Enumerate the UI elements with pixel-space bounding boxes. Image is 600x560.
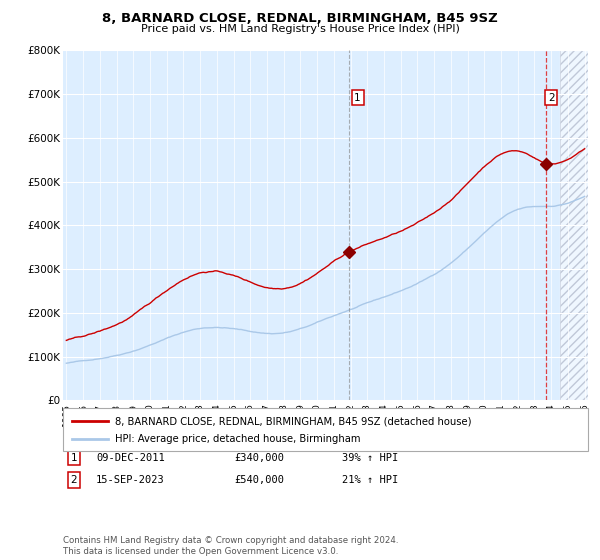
Text: 1: 1 [354, 92, 361, 102]
Bar [560, 50, 588, 400]
Bar [560, 50, 588, 400]
Text: Price paid vs. HM Land Registry's House Price Index (HPI): Price paid vs. HM Land Registry's House … [140, 24, 460, 34]
Text: Contains HM Land Registry data © Crown copyright and database right 2024.
This d: Contains HM Land Registry data © Crown c… [63, 536, 398, 556]
Text: 8, BARNARD CLOSE, REDNAL, BIRMINGHAM, B45 9SZ (detached house): 8, BARNARD CLOSE, REDNAL, BIRMINGHAM, B4… [115, 417, 472, 427]
Text: 2: 2 [70, 475, 77, 485]
Text: £540,000: £540,000 [234, 475, 284, 485]
Text: HPI: Average price, detached house, Birmingham: HPI: Average price, detached house, Birm… [115, 434, 361, 444]
Text: 39% ↑ HPI: 39% ↑ HPI [342, 452, 398, 463]
Text: 09-DEC-2011: 09-DEC-2011 [96, 452, 165, 463]
Text: £340,000: £340,000 [234, 452, 284, 463]
Text: 21% ↑ HPI: 21% ↑ HPI [342, 475, 398, 485]
Text: 1: 1 [70, 452, 77, 463]
Text: 2: 2 [548, 92, 554, 102]
Text: 8, BARNARD CLOSE, REDNAL, BIRMINGHAM, B45 9SZ: 8, BARNARD CLOSE, REDNAL, BIRMINGHAM, B4… [102, 12, 498, 25]
Text: 15-SEP-2023: 15-SEP-2023 [96, 475, 165, 485]
